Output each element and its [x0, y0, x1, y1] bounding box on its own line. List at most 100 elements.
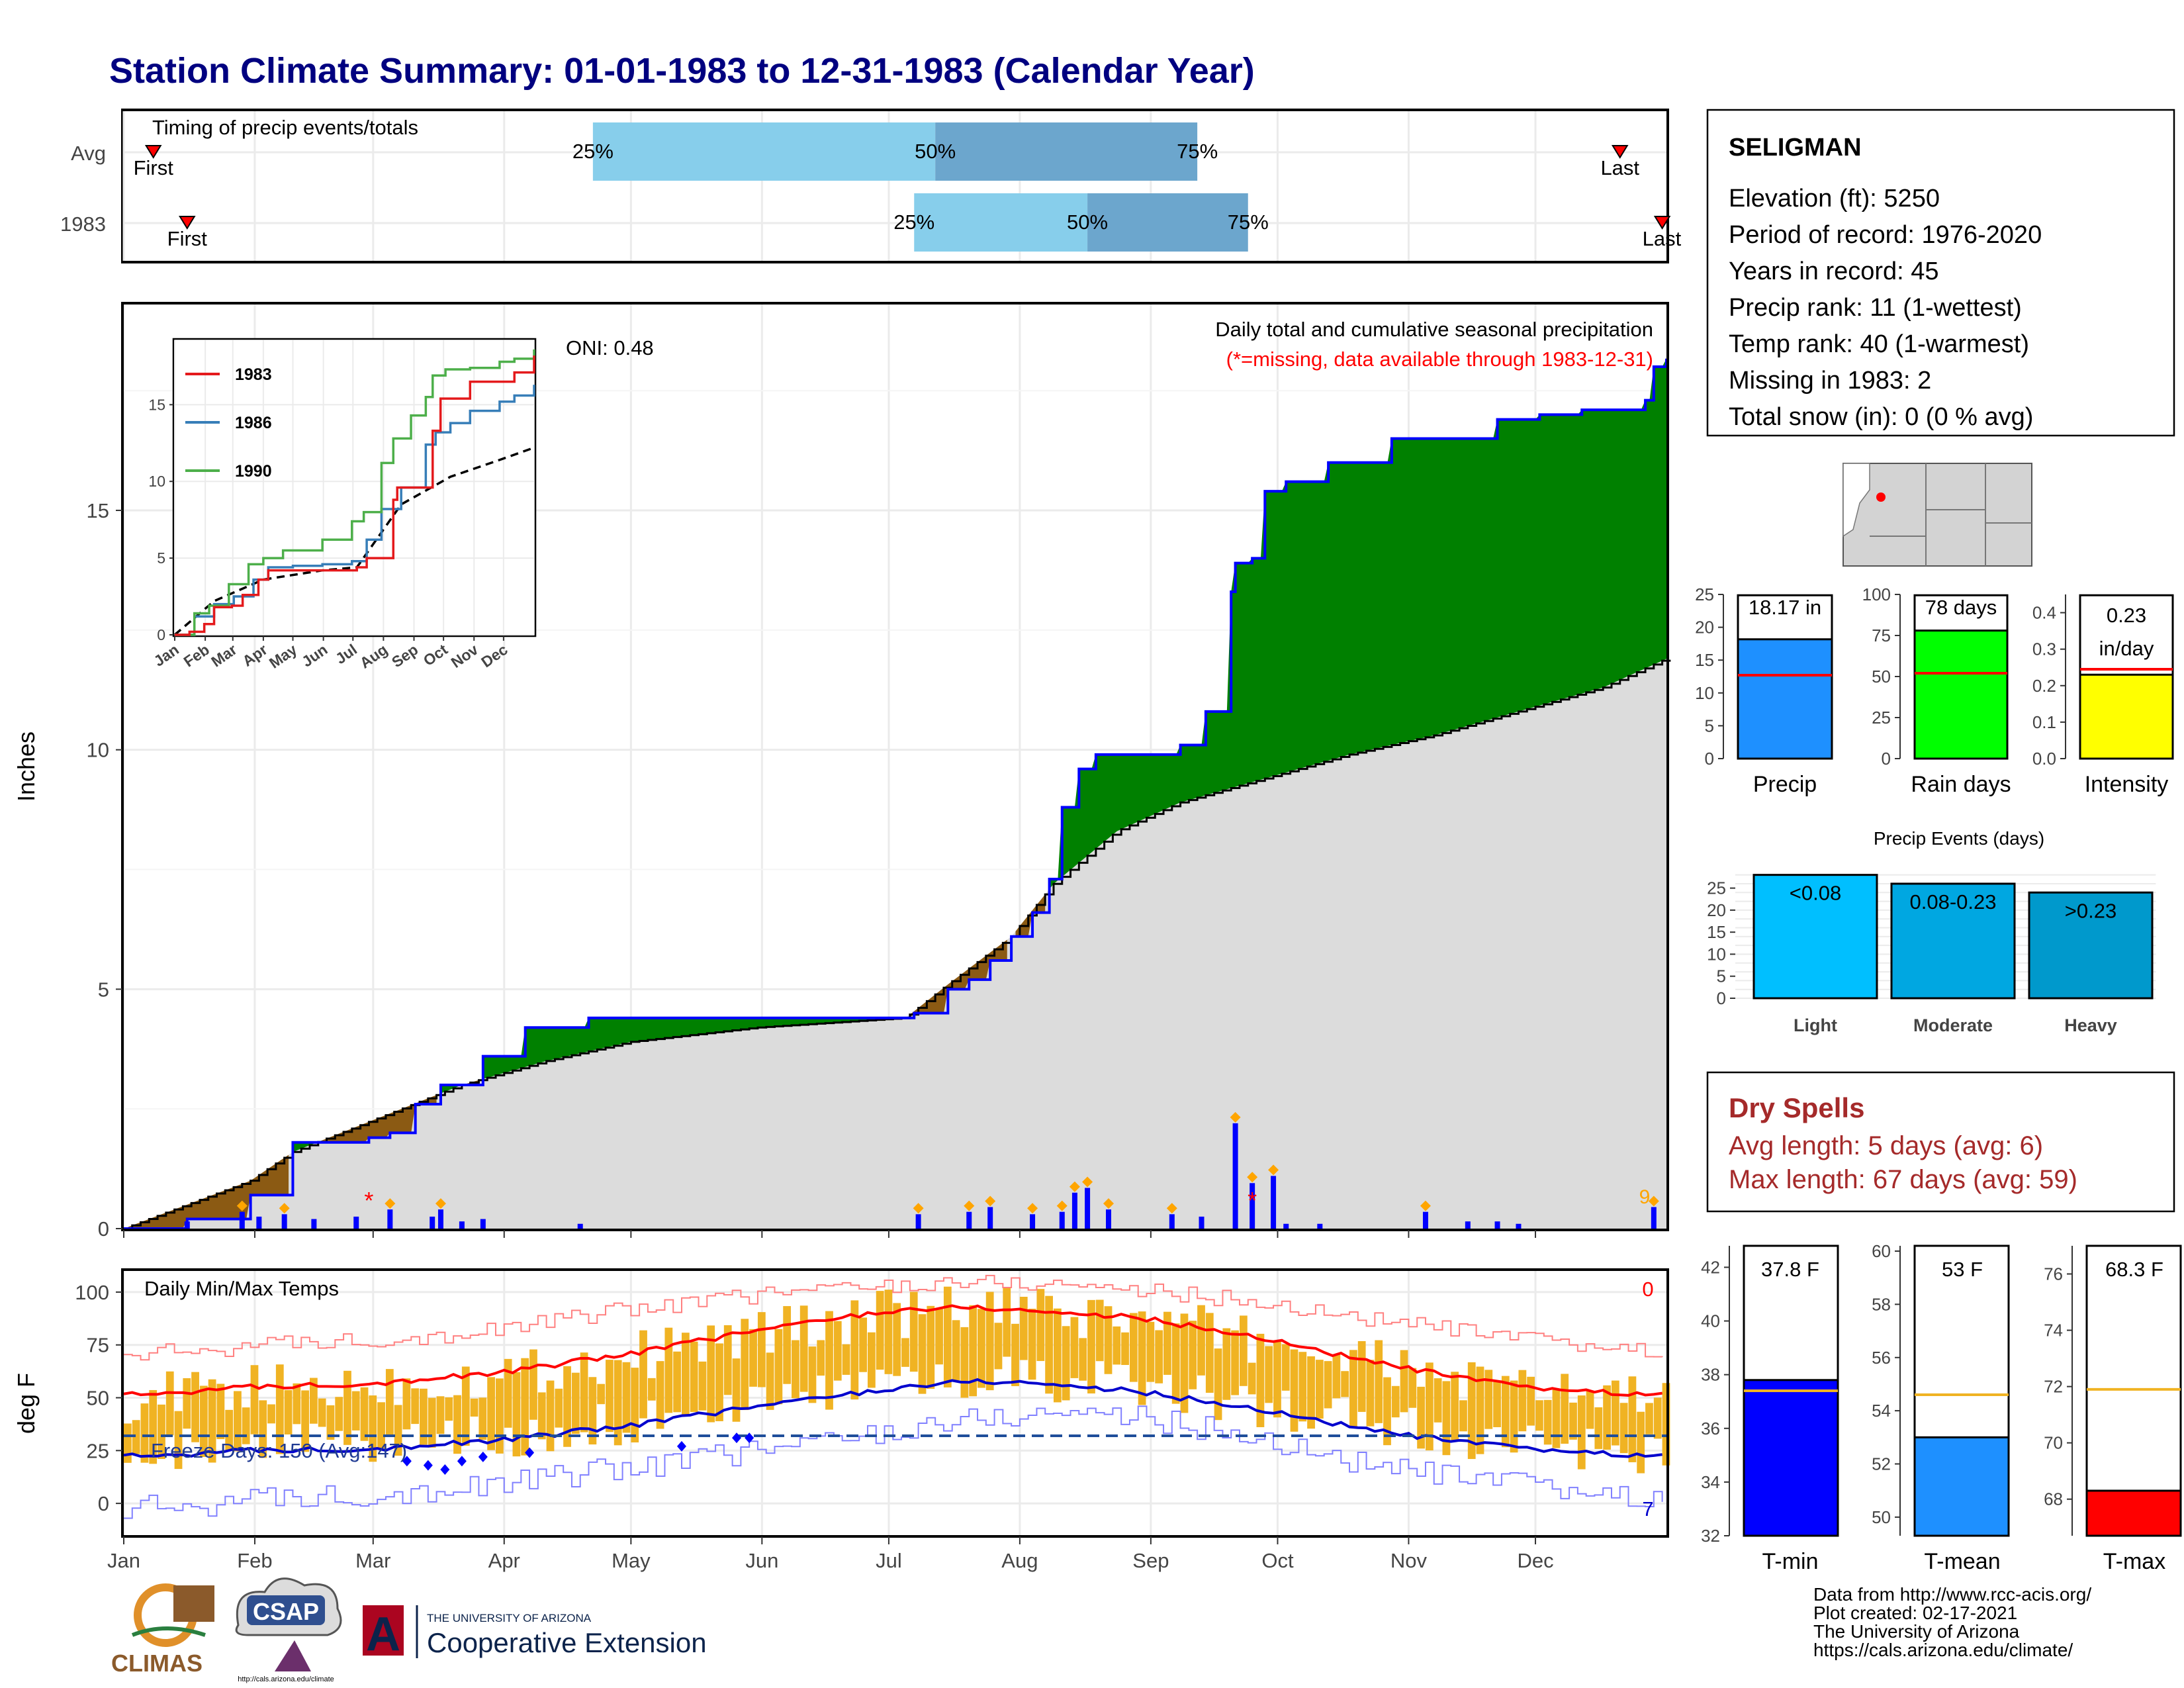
tmax-bar-label: T-max: [2103, 1549, 2165, 1574]
daily-temp-range-bar: [1433, 1378, 1442, 1423]
daily-temp-range-bar: [749, 1329, 757, 1387]
precip-y-tick-label: 15: [87, 499, 109, 522]
daily-temp-range-bar: [293, 1383, 301, 1425]
map-outside-area: [1843, 463, 1870, 538]
precip-y-axis-label: Inches: [13, 731, 40, 802]
daily-temp-range-bar: [1045, 1295, 1053, 1394]
daily-temp-range-bar: [267, 1404, 275, 1424]
station-info-box: SELIGMAN Elevation (ft): 5250 Period of r…: [1706, 109, 2175, 437]
station-line-4: Precip rank: 11 (1-wettest): [1729, 294, 2022, 322]
daily-precip-marker: [964, 1200, 975, 1211]
daily-temp-range-bar: [1290, 1349, 1298, 1432]
intensity-y-tick-label: 0.1: [2032, 712, 2056, 732]
intensity-y-tick-label: 0.2: [2032, 676, 2056, 696]
average-max-line: [123, 1304, 1662, 1397]
events-y-tick-label: 25: [1707, 878, 1726, 898]
month-label-apr: Apr: [488, 1549, 520, 1572]
timing-1983-first-marker: [179, 216, 196, 230]
tmin-y-tick-label: 42: [1701, 1257, 1720, 1277]
timing-1983-q3-bar: [1087, 193, 1248, 252]
daily-temp-range-bar: [1366, 1360, 1375, 1427]
daily-temp-range-bar: [132, 1420, 140, 1454]
events-y-tick-label: 15: [1707, 922, 1726, 942]
daily-temp-range-bar: [884, 1289, 893, 1374]
timing-1983-first-label: First: [167, 227, 208, 250]
daily-temp-range-bar: [1501, 1376, 1510, 1448]
daily-temp-range-bar: [1315, 1360, 1324, 1419]
daily-temp-range-bar: [555, 1388, 563, 1428]
daily-precip-bar: [239, 1211, 245, 1229]
cumulative-1983-line: [124, 358, 1668, 1230]
daily-temp-range-bar: [833, 1321, 842, 1381]
daily-temp-range-bar: [1510, 1380, 1518, 1453]
daily-temp-range-bar: [571, 1372, 580, 1434]
tmean-y-tick-label: 54: [1872, 1401, 1891, 1421]
rain_days-y-tick-label: 25: [1872, 708, 1891, 727]
daily-temp-range-bar: [656, 1361, 664, 1429]
daily-temp-range-bar: [1662, 1383, 1670, 1466]
month-label-oct: Oct: [1261, 1549, 1294, 1572]
daily-temp-range-bar: [1619, 1403, 1628, 1454]
month-label-sep: Sep: [1132, 1549, 1169, 1572]
daily-temp-range-bar: [1222, 1328, 1231, 1400]
cold-record-marker: [402, 1456, 412, 1467]
daily-temp-range-bar: [504, 1358, 512, 1428]
daily-temp-range-bar: [622, 1362, 631, 1433]
events-category-light: Light: [1794, 1015, 1837, 1035]
timing-label: Timing of precip events/totals: [152, 116, 418, 139]
tmin-y-tick-label: 38: [1701, 1365, 1720, 1385]
dry-spells-avg: Avg length: 5 days (avg: 6): [1729, 1131, 2043, 1160]
daily-temp-range-bar: [681, 1333, 690, 1415]
daily-precip-bar: [437, 1209, 443, 1229]
daily-temp-range-bar: [1577, 1395, 1586, 1470]
dry-spells-title: Dry Spells: [1729, 1092, 1864, 1123]
daily-temp-range-bar: [1121, 1332, 1129, 1365]
intensity-value-bar: [2079, 673, 2174, 760]
temp-panel: 0 25 50 75 100 Jan Feb Mar Apr May Jun Jul Aug Sep Oc…: [13, 1268, 1670, 1572]
daily-temp-range-bar: [792, 1340, 799, 1399]
daily-temp-range-bar: [453, 1395, 461, 1454]
daily-temp-range-bar: [1442, 1381, 1451, 1456]
daily-temp-range-bar: [512, 1372, 521, 1457]
temperature-bar-charts: 32 34 36 38 40 42 50 52 54 56 58 60 68 70 72 74 76: [1701, 1241, 2182, 1546]
daily-temp-range-bar: [1171, 1323, 1180, 1404]
daily-temp-range-bar: [420, 1388, 428, 1445]
precip-total-bar-chart: 0 5 10 15 20 25: [1695, 585, 1846, 769]
timing-avg-q3-bar: [935, 122, 1198, 181]
daily-temp-range-bar: [428, 1397, 436, 1448]
daily-temp-range-bar: [1307, 1356, 1315, 1429]
ua-logo-block: [363, 1605, 404, 1656]
events-y-tick-label: 5: [1717, 966, 1726, 986]
daily-precip-bar: [353, 1216, 359, 1229]
average-cumulative-area: [124, 659, 1666, 1229]
intensity-bar-chart: 0.0 0.1 0.2 0.3 0.4: [2032, 594, 2184, 769]
daily-precip-bar: [1169, 1214, 1175, 1229]
daily-temp-range-bar: [1231, 1330, 1239, 1395]
tmin-y-tick-label: 36: [1701, 1419, 1720, 1438]
station-line-5: Temp rank: 40 (1-warmest): [1729, 330, 2029, 358]
daily-temp-range-bar: [1459, 1400, 1467, 1432]
daily-temp-range-bar: [461, 1366, 470, 1446]
inset-1986-line: [175, 385, 535, 636]
station-line-3: Years in record: 45: [1729, 258, 1939, 285]
inset-1990-line: [175, 349, 535, 636]
daily-temp-range-bar: [1019, 1296, 1028, 1360]
timing-panel: Timing of precip events/totals Avg 1983 …: [60, 109, 1682, 263]
timing-1983-last-label: Last: [1643, 227, 1682, 250]
daily-temp-range-bar: [1653, 1397, 1662, 1439]
tmin-y-tick-label: 34: [1701, 1472, 1720, 1492]
daily-temp-range-bar: [1637, 1411, 1645, 1474]
station-box-frame: [1706, 109, 2175, 437]
daily-temp-range-bar: [901, 1338, 909, 1367]
events-y-tick-label: 10: [1707, 944, 1726, 964]
timing-avg-q2-bar: [592, 122, 936, 181]
temp-y-tick-label: 75: [87, 1334, 109, 1357]
daily-temp-range-bar: [597, 1383, 606, 1405]
daily-temp-range-bar: [969, 1305, 978, 1397]
daily-temp-range-bar: [1417, 1386, 1425, 1449]
credit-line-3: The University of Arizona: [1813, 1621, 2020, 1642]
daily-temp-range-bar: [216, 1383, 225, 1440]
temp-panel-title: Daily Min/Max Temps: [144, 1277, 339, 1300]
daily-temp-range-bar: [757, 1312, 766, 1387]
